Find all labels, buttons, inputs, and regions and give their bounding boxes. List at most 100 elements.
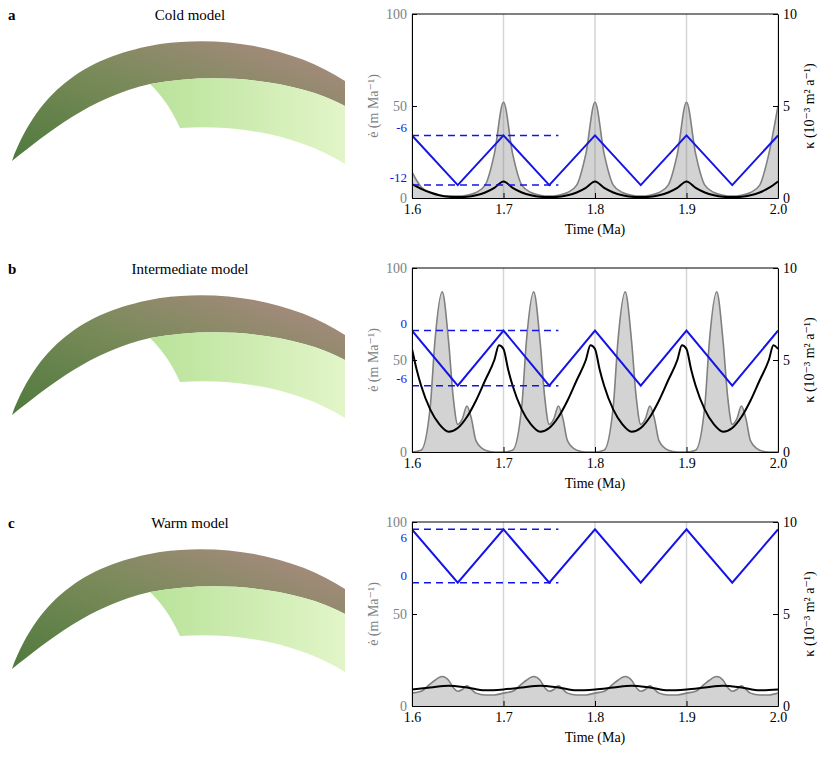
tick-mark bbox=[773, 198, 778, 199]
annotation: 6 bbox=[401, 530, 408, 545]
tick-label: 1.9 bbox=[678, 710, 696, 725]
tick: 50 bbox=[393, 607, 417, 622]
tick-label: 1.8 bbox=[587, 456, 605, 471]
y2ticks-axis: 0510 bbox=[773, 7, 797, 206]
annotation: -6 bbox=[396, 371, 407, 386]
tick: 50 bbox=[393, 99, 417, 114]
reference-line bbox=[412, 529, 558, 531]
panel-label: a bbox=[8, 7, 16, 23]
tick-label: 0 bbox=[400, 445, 407, 460]
tick: 1.7 bbox=[495, 701, 513, 725]
grid-line bbox=[686, 268, 688, 452]
tick: 100 bbox=[386, 261, 417, 276]
y2-axis-title: κ (10⁻³ m² a⁻¹) bbox=[802, 571, 818, 657]
surface-render bbox=[12, 41, 345, 164]
grid bbox=[412, 14, 778, 198]
tick-label: 1.9 bbox=[678, 456, 696, 471]
tick-label: 10 bbox=[783, 515, 797, 530]
tick: 1.9 bbox=[678, 193, 696, 217]
panel-title: Warm model bbox=[151, 515, 229, 531]
tick-mark bbox=[773, 522, 778, 523]
tick: 5 bbox=[773, 607, 790, 622]
panel-title: Intermediate model bbox=[131, 261, 248, 277]
area bbox=[412, 292, 778, 452]
tick: 100 bbox=[386, 7, 417, 22]
tick-label: 1.8 bbox=[587, 202, 605, 217]
plot: 1.61.71.81.92.00501000510Time (Ma)ė (m M… bbox=[366, 261, 818, 492]
surface-side bbox=[150, 78, 345, 164]
tick: 1.7 bbox=[495, 193, 513, 217]
tick: 1.9 bbox=[678, 447, 696, 471]
tick-label: 100 bbox=[386, 7, 407, 22]
tick-label: 0 bbox=[400, 191, 407, 206]
tick: 10 bbox=[773, 7, 797, 22]
tick-label: 1.9 bbox=[678, 202, 696, 217]
tick-mark bbox=[412, 198, 417, 199]
tick-label: 100 bbox=[386, 261, 407, 276]
annotation: -12 bbox=[390, 170, 407, 185]
tick: 0 bbox=[773, 191, 790, 206]
tick-label: 50 bbox=[393, 353, 407, 368]
y2-axis-title: κ (10⁻³ m² a⁻¹) bbox=[802, 317, 818, 403]
tick-label: 0 bbox=[400, 699, 407, 714]
grid-line bbox=[594, 268, 596, 452]
surface-render bbox=[12, 295, 345, 418]
tick-mark bbox=[773, 452, 778, 453]
tick-mark bbox=[773, 360, 778, 361]
frame bbox=[412, 522, 778, 523]
x-axis-title: Time (Ma) bbox=[565, 476, 626, 492]
annotation: 0 bbox=[401, 316, 408, 331]
tick-mark bbox=[687, 447, 688, 452]
tick-mark bbox=[773, 14, 778, 15]
tick: 5 bbox=[773, 353, 790, 368]
line bbox=[412, 331, 778, 386]
tick: 1.8 bbox=[587, 447, 605, 471]
panel-title: Cold model bbox=[155, 7, 225, 23]
tick-mark bbox=[595, 701, 596, 706]
tick-mark bbox=[773, 106, 778, 107]
yticks-axis: 0 50 100 bbox=[386, 7, 417, 206]
panel: aCold model1.61.71.81.92.00501000510Time… bbox=[8, 7, 818, 238]
tick-label: 5 bbox=[783, 607, 790, 622]
axis-line bbox=[413, 706, 779, 707]
surface-side bbox=[150, 332, 345, 418]
tick-label: 1.8 bbox=[587, 710, 605, 725]
figure: aCold model1.61.71.81.92.00501000510Time… bbox=[0, 0, 838, 762]
reference-line bbox=[412, 330, 558, 332]
tick-label: 0 bbox=[783, 445, 790, 460]
tick-mark bbox=[504, 701, 505, 706]
grid-line bbox=[686, 522, 688, 706]
tick-mark bbox=[773, 268, 778, 269]
marks bbox=[412, 102, 778, 198]
grid-line bbox=[503, 522, 505, 706]
line bbox=[412, 686, 778, 691]
reference-line bbox=[412, 184, 558, 186]
tick-label: 10 bbox=[783, 261, 797, 276]
y-axis-title: ė (m Ma⁻¹) bbox=[366, 328, 382, 392]
tick-mark bbox=[412, 522, 417, 523]
x-axis-title: Time (Ma) bbox=[565, 222, 626, 238]
tick: 100 bbox=[386, 515, 417, 530]
frame bbox=[412, 14, 778, 15]
area-outline bbox=[412, 677, 778, 695]
tick-label: 1.7 bbox=[495, 710, 513, 725]
area bbox=[412, 677, 778, 706]
marks bbox=[412, 529, 778, 706]
surface-render bbox=[12, 549, 345, 672]
panel: bIntermediate model1.61.71.81.92.0050100… bbox=[8, 261, 818, 492]
panel: cWarm model1.61.71.81.92.00501000510Time… bbox=[8, 515, 818, 746]
plot: 1.61.71.81.92.00501000510Time (Ma)ė (m M… bbox=[366, 515, 818, 746]
reference-line bbox=[412, 582, 558, 584]
axis-line bbox=[778, 269, 779, 453]
tick-mark bbox=[595, 193, 596, 198]
tick-mark bbox=[687, 701, 688, 706]
annotation: -6 bbox=[396, 120, 407, 135]
x-axis-title: Time (Ma) bbox=[565, 730, 626, 746]
tick-mark bbox=[773, 706, 778, 707]
annotation: 0 bbox=[401, 568, 408, 583]
tick-mark bbox=[412, 360, 417, 361]
reference-line bbox=[412, 135, 558, 137]
reference-line bbox=[412, 385, 558, 387]
tick: 0 bbox=[400, 191, 417, 206]
tick: 10 bbox=[773, 515, 797, 530]
